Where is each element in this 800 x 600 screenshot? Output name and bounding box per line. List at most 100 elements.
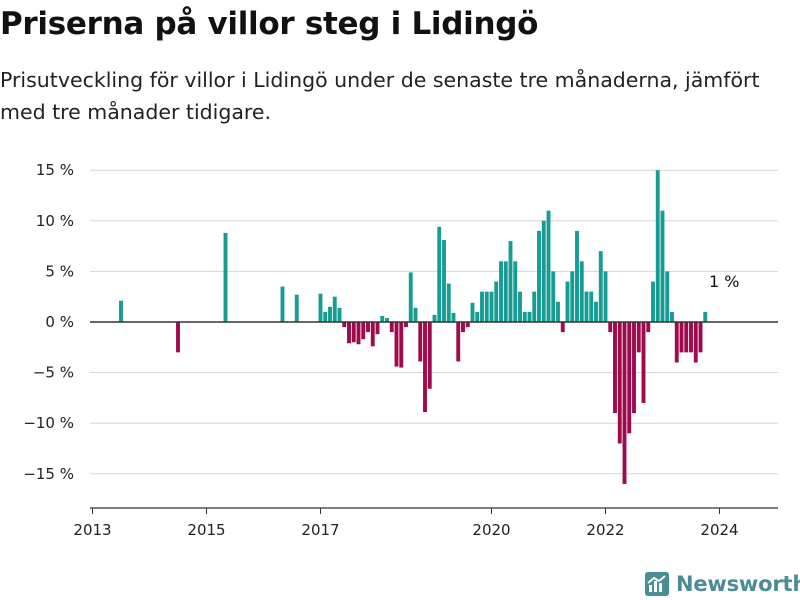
bar	[527, 311, 532, 322]
bar	[617, 322, 622, 444]
bar	[522, 311, 527, 322]
bar	[556, 301, 560, 322]
bar	[451, 312, 456, 322]
bar	[351, 322, 356, 343]
bar	[489, 291, 494, 322]
bar	[575, 230, 579, 322]
bar	[361, 322, 366, 340]
bar	[537, 230, 541, 322]
bar	[280, 286, 285, 322]
bar	[594, 301, 598, 322]
y-tick-label: −15 %	[23, 465, 74, 483]
newsworthy-logo-icon	[645, 572, 669, 596]
bar	[119, 300, 123, 322]
bar	[465, 322, 470, 328]
bar	[323, 311, 328, 322]
bar	[404, 322, 408, 328]
brand-name: Newsworthy	[676, 572, 800, 596]
bar	[698, 322, 703, 353]
bar	[651, 281, 655, 322]
bar	[366, 322, 370, 333]
bar	[475, 311, 480, 322]
bar	[503, 261, 508, 322]
bar	[480, 291, 484, 322]
bar	[399, 322, 404, 368]
bar	[337, 307, 342, 322]
bar	[603, 271, 608, 322]
y-tick-label: 5 %	[45, 262, 74, 280]
brand: Newsworthy	[644, 569, 800, 599]
y-tick-label: 10 %	[36, 212, 74, 230]
bar	[579, 261, 584, 322]
bar	[560, 322, 565, 333]
bar	[584, 291, 589, 322]
bar	[613, 322, 617, 414]
annotations: 1 %	[709, 272, 739, 291]
bar	[684, 322, 689, 353]
y-tick-label: −10 %	[23, 414, 74, 432]
bar	[660, 210, 665, 322]
y-tick-label: 0 %	[45, 313, 74, 331]
bar	[551, 271, 556, 322]
bar	[632, 322, 636, 414]
bar	[646, 322, 651, 333]
bar	[679, 322, 684, 353]
bar	[375, 322, 380, 335]
bar	[670, 311, 674, 322]
bar	[703, 311, 708, 322]
x-tick-label: 2017	[301, 521, 339, 539]
bar	[513, 261, 518, 322]
bar	[570, 271, 575, 322]
chart-subtitle: Prisutveckling för villor i Lidingö unde…	[0, 68, 760, 124]
bar	[437, 226, 442, 322]
bar	[332, 296, 337, 322]
bar	[508, 241, 513, 322]
x-tick-label: 2015	[187, 521, 225, 539]
x-tick-label: 2013	[73, 521, 111, 539]
bar	[627, 322, 632, 434]
tick-labels: 15 % 10 % 5 % 0 % −5 % −10 % −15 % 2013 2015 2017…	[23, 161, 738, 539]
chart-title: Priserna på villor steg i Lidingö	[0, 6, 539, 42]
bar	[608, 322, 613, 333]
bar	[494, 281, 499, 322]
bar	[636, 322, 641, 353]
bar	[423, 322, 427, 413]
bar	[318, 293, 323, 322]
bar	[294, 294, 299, 322]
data-label: 1 %	[709, 272, 739, 291]
bar	[389, 322, 394, 333]
bar	[446, 283, 451, 322]
x-tick-label: 2024	[700, 521, 738, 539]
bar	[418, 322, 423, 362]
bar	[328, 306, 332, 322]
bar	[432, 314, 437, 322]
bar	[598, 251, 603, 322]
y-tick-label: 15 %	[36, 161, 74, 179]
x-tick-label: 2020	[472, 521, 510, 539]
bar	[470, 302, 475, 322]
bar	[342, 322, 347, 328]
bar	[499, 261, 503, 322]
bar	[484, 291, 489, 322]
bar	[589, 291, 594, 322]
bar	[461, 322, 465, 333]
bar	[223, 232, 228, 322]
bar	[565, 281, 570, 322]
bar	[674, 322, 679, 363]
bar	[427, 322, 432, 389]
bar	[394, 322, 399, 367]
bar	[641, 322, 646, 403]
gridlines	[90, 169, 778, 475]
bar	[541, 220, 546, 322]
axes	[90, 321, 778, 514]
bar	[356, 322, 361, 345]
bars	[119, 170, 708, 484]
bar	[380, 315, 385, 322]
bar	[370, 322, 375, 347]
bar	[408, 272, 413, 322]
bar	[689, 322, 693, 353]
bar	[532, 291, 537, 322]
bar	[665, 271, 670, 322]
bar	[413, 307, 418, 322]
